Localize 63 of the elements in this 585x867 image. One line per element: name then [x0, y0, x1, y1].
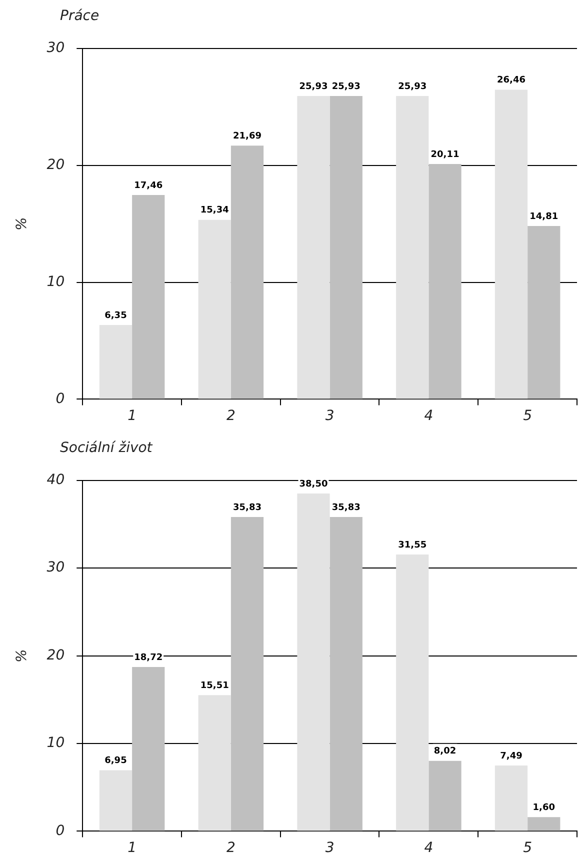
y-tick-label: 0 — [56, 822, 65, 839]
data-label: 18,72 — [134, 652, 163, 663]
bar — [198, 695, 231, 831]
y-tick-label: 10 — [46, 735, 65, 752]
x-tick-label: 3 — [325, 840, 334, 856]
data-label: 25,93 — [398, 82, 427, 92]
data-label: 15,51 — [200, 681, 229, 692]
bar — [494, 766, 528, 831]
data-label: 25,93 — [299, 82, 328, 92]
data-label: 1,60 — [532, 803, 555, 814]
bar — [132, 195, 165, 399]
x-tick-label: 5 — [523, 408, 532, 424]
bar — [297, 96, 330, 399]
x-tick-label: 2 — [226, 840, 236, 856]
data-label: 6,35 — [104, 310, 127, 321]
bar — [230, 146, 264, 399]
bar — [330, 96, 362, 399]
bar — [330, 516, 362, 831]
bar — [99, 770, 132, 831]
data-label: 6,95 — [104, 756, 127, 766]
y-tick-label: 20 — [46, 647, 65, 664]
data-label: 38,50 — [299, 479, 328, 490]
bar — [428, 164, 462, 399]
bar — [198, 220, 231, 399]
data-label: 15,34 — [200, 206, 229, 216]
y-tick-label: 40 — [46, 472, 65, 488]
x-tick-label: 3 — [325, 408, 334, 424]
data-label: 25,93 — [332, 82, 360, 92]
x-tick-label: 2 — [226, 408, 236, 424]
data-label: 35,83 — [332, 502, 360, 513]
data-label: 26,46 — [497, 76, 526, 86]
y-tick-label: 30 — [46, 40, 65, 56]
data-label: 20,11 — [430, 150, 460, 160]
bar — [528, 817, 560, 831]
y-tick-label: 20 — [46, 156, 65, 173]
data-label: 21,69 — [233, 131, 262, 142]
bar — [396, 554, 429, 831]
x-tick-label: 1 — [128, 840, 137, 856]
x-tick-label: 4 — [424, 408, 434, 424]
data-label: 7,49 — [500, 751, 522, 762]
y-tick-label: 30 — [46, 560, 65, 576]
bar — [528, 226, 560, 399]
chart-title: Sociální život — [60, 440, 152, 456]
y-tick-label: 0 — [56, 390, 65, 407]
x-tick-label: 1 — [128, 408, 137, 424]
bar — [99, 324, 132, 399]
bar — [396, 96, 429, 399]
y-tick-label: 10 — [46, 274, 65, 290]
data-label: 35,83 — [233, 502, 262, 513]
data-label: 14,81 — [530, 212, 558, 222]
data-label: 17,46 — [134, 180, 163, 191]
x-tick-label: 4 — [424, 840, 434, 856]
data-label: 8,02 — [434, 746, 456, 757]
y-axis-title: % — [14, 217, 30, 230]
bar — [297, 494, 330, 831]
x-tick-label: 5 — [523, 840, 532, 856]
bar — [230, 516, 264, 831]
bar — [428, 760, 462, 831]
bar — [494, 90, 528, 399]
bar — [132, 667, 165, 831]
chart-title: Práce — [60, 8, 100, 24]
y-axis-title: % — [14, 649, 30, 662]
data-label: 31,55 — [398, 540, 427, 550]
